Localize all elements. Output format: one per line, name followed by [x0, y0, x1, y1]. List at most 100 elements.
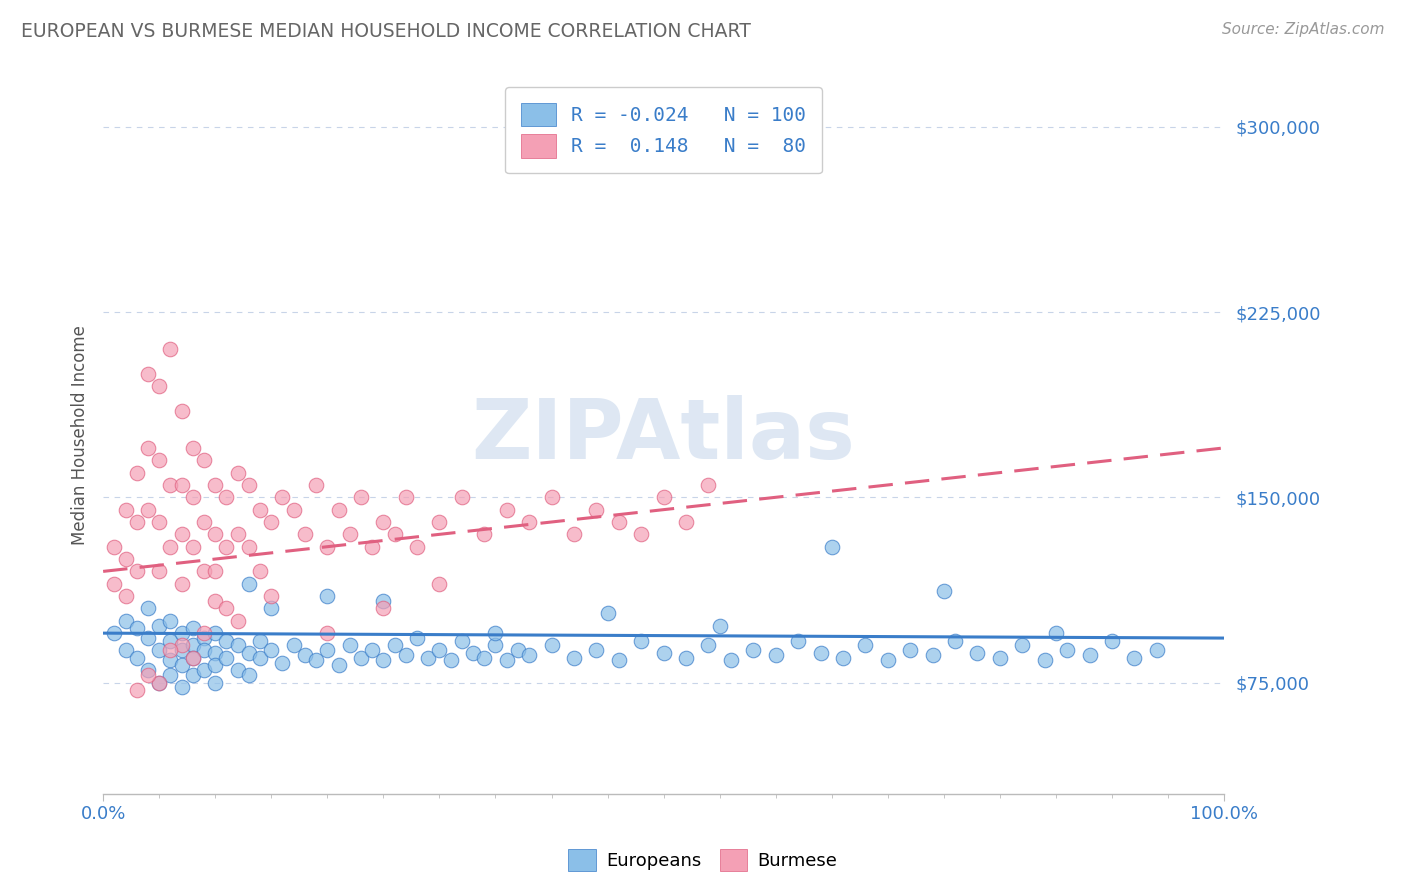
Point	[652, 646, 675, 660]
Point	[294, 527, 316, 541]
Point	[395, 648, 418, 663]
Point	[136, 502, 159, 516]
Point	[148, 675, 170, 690]
Point	[461, 646, 484, 660]
Point	[361, 540, 384, 554]
Point	[181, 650, 204, 665]
Point	[125, 682, 148, 697]
Point	[484, 639, 506, 653]
Point	[204, 478, 226, 492]
Point	[193, 631, 215, 645]
Point	[204, 675, 226, 690]
Point	[148, 565, 170, 579]
Point	[294, 648, 316, 663]
Point	[495, 653, 517, 667]
Point	[238, 540, 260, 554]
Point	[215, 650, 238, 665]
Point	[136, 367, 159, 381]
Point	[170, 478, 193, 492]
Point	[652, 491, 675, 505]
Point	[125, 466, 148, 480]
Point	[1101, 633, 1123, 648]
Point	[170, 576, 193, 591]
Point	[159, 633, 181, 648]
Point	[181, 621, 204, 635]
Point	[159, 478, 181, 492]
Point	[170, 643, 193, 657]
Point	[675, 650, 697, 665]
Point	[260, 643, 283, 657]
Point	[114, 589, 136, 603]
Point	[181, 668, 204, 682]
Point	[418, 650, 440, 665]
Point	[787, 633, 810, 648]
Point	[1056, 643, 1078, 657]
Point	[114, 552, 136, 566]
Point	[226, 639, 249, 653]
Legend: Europeans, Burmese: Europeans, Burmese	[561, 842, 845, 879]
Point	[709, 618, 731, 632]
Point	[271, 656, 294, 670]
Point	[406, 540, 429, 554]
Point	[921, 648, 943, 663]
Point	[170, 639, 193, 653]
Point	[429, 643, 451, 657]
Point	[170, 626, 193, 640]
Point	[136, 663, 159, 677]
Point	[316, 626, 339, 640]
Point	[204, 626, 226, 640]
Point	[193, 643, 215, 657]
Point	[249, 565, 271, 579]
Point	[103, 540, 125, 554]
Point	[932, 584, 955, 599]
Point	[103, 626, 125, 640]
Point	[136, 601, 159, 615]
Point	[193, 515, 215, 529]
Point	[1033, 653, 1056, 667]
Point	[305, 653, 328, 667]
Y-axis label: Median Household Income: Median Household Income	[72, 326, 89, 546]
Point	[484, 626, 506, 640]
Point	[193, 626, 215, 640]
Point	[125, 650, 148, 665]
Point	[148, 453, 170, 467]
Point	[170, 658, 193, 673]
Point	[373, 594, 395, 608]
Point	[765, 648, 787, 663]
Point	[966, 646, 988, 660]
Point	[1146, 643, 1168, 657]
Point	[440, 653, 463, 667]
Point	[103, 576, 125, 591]
Point	[607, 515, 630, 529]
Text: EUROPEAN VS BURMESE MEDIAN HOUSEHOLD INCOME CORRELATION CHART: EUROPEAN VS BURMESE MEDIAN HOUSEHOLD INC…	[21, 22, 751, 41]
Point	[215, 491, 238, 505]
Point	[148, 379, 170, 393]
Point	[193, 663, 215, 677]
Point	[170, 404, 193, 418]
Point	[350, 491, 373, 505]
Point	[204, 565, 226, 579]
Point	[720, 653, 742, 667]
Point	[406, 631, 429, 645]
Point	[159, 668, 181, 682]
Point	[630, 633, 652, 648]
Point	[495, 502, 517, 516]
Point	[238, 576, 260, 591]
Point	[249, 650, 271, 665]
Point	[238, 478, 260, 492]
Point	[943, 633, 966, 648]
Point	[472, 650, 495, 665]
Point	[170, 681, 193, 695]
Point	[215, 540, 238, 554]
Point	[373, 653, 395, 667]
Point	[170, 527, 193, 541]
Point	[429, 515, 451, 529]
Point	[204, 527, 226, 541]
Point	[328, 658, 350, 673]
Point	[384, 639, 406, 653]
Point	[853, 639, 876, 653]
Point	[429, 576, 451, 591]
Point	[159, 614, 181, 628]
Point	[517, 648, 540, 663]
Point	[226, 527, 249, 541]
